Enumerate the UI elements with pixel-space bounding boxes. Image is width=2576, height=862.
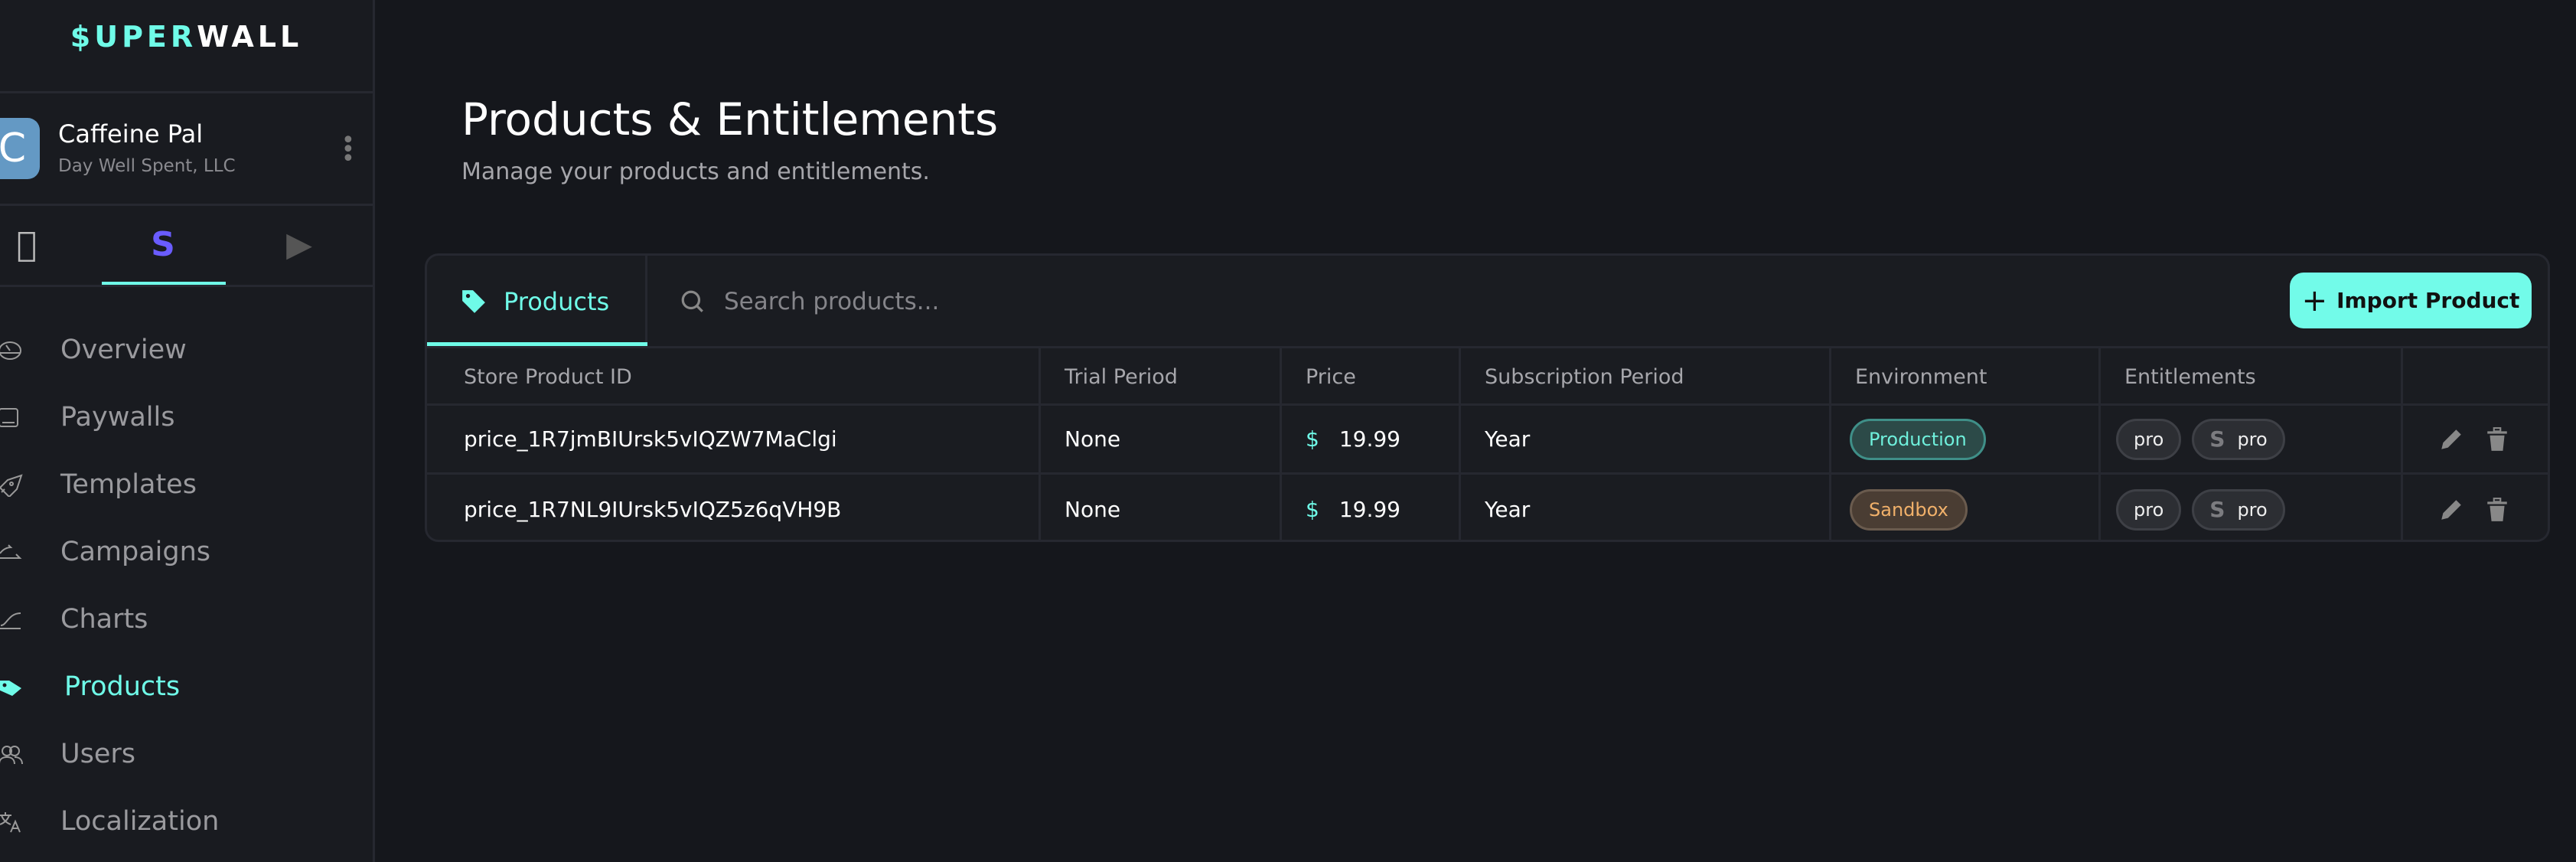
price: $19.99 xyxy=(1280,475,1400,540)
entitlement-label: pro xyxy=(2237,428,2268,450)
sidebar-item-products[interactable]: Products xyxy=(0,660,373,713)
nav-label: Localization xyxy=(60,806,220,837)
dollar-icon: $ xyxy=(1306,426,1319,452)
gauge-icon xyxy=(0,341,21,360)
page-title: Products & Entitlements xyxy=(461,93,999,145)
nav-label: Campaigns xyxy=(60,537,211,567)
price-value: 19.99 xyxy=(1339,497,1400,522)
sidebar-item-charts[interactable]: Charts xyxy=(0,593,373,646)
superwall-logo[interactable]: $UPERWALL xyxy=(0,20,373,54)
import-product-button[interactable]: + Import Product xyxy=(2290,273,2532,328)
table-header: Store Product ID Trial Period Price Subs… xyxy=(427,346,2548,406)
arrows-icon xyxy=(0,544,22,559)
page-subtitle: Manage your products and entitlements. xyxy=(461,158,930,185)
sidebar-item-paywalls[interactable]: Paywalls xyxy=(0,390,373,444)
rocket-icon xyxy=(0,474,23,497)
sidebar-item-overview[interactable]: Overview xyxy=(0,323,373,377)
stripe-icon: S xyxy=(2209,426,2225,452)
trash-icon[interactable] xyxy=(2484,497,2510,523)
entitlement-badge[interactable]: pro xyxy=(2116,418,2182,460)
platform-tab-stripe[interactable]: S xyxy=(132,222,194,268)
column-header[interactable]: Subscription Period xyxy=(1459,348,1684,406)
more-options-icon[interactable]: • • • xyxy=(341,127,355,172)
nav-label: Products xyxy=(64,671,181,702)
nav-label: Users xyxy=(60,739,136,769)
stripe-icon: S xyxy=(151,225,175,264)
import-label: Import Product xyxy=(2336,288,2520,313)
sidebar-item-localization[interactable]: Localization xyxy=(0,795,373,848)
trial-period: None xyxy=(1039,406,1120,472)
app-name: Caffeine Pal xyxy=(58,119,204,149)
chart-curve-icon xyxy=(0,612,21,629)
search-bar[interactable] xyxy=(680,279,1368,325)
active-platform-indicator xyxy=(102,282,226,285)
platform-tab-android[interactable]: ▶ xyxy=(269,222,330,268)
nav-label: Charts xyxy=(60,604,148,635)
environment: Sandbox xyxy=(1829,475,1968,540)
tablet-icon xyxy=(0,408,18,427)
translate-icon xyxy=(0,812,21,833)
column-header[interactable]: Entitlements xyxy=(2098,348,2256,406)
sidebar-item-campaigns[interactable]: Campaigns xyxy=(0,525,373,579)
apple-icon:  xyxy=(17,225,37,264)
stripe-icon: S xyxy=(2209,497,2225,522)
platform-tab-ios[interactable]:  xyxy=(0,222,57,268)
environment: Production xyxy=(1829,406,1986,472)
edit-icon[interactable] xyxy=(2438,426,2464,452)
edit-icon[interactable] xyxy=(2438,497,2464,523)
price: $19.99 xyxy=(1280,406,1400,472)
plus-icon: + xyxy=(2301,282,2328,318)
active-tab-indicator xyxy=(427,342,647,348)
actions-header xyxy=(2401,348,2427,406)
avatar: C xyxy=(0,118,40,179)
tab-label: Products xyxy=(504,287,610,316)
column-header[interactable]: Trial Period xyxy=(1039,348,1178,406)
tag-icon xyxy=(462,290,485,313)
product-id: price_1R7NL9IUrsk5vIQZ5z6qVH9B xyxy=(464,497,842,522)
column-header[interactable]: Price xyxy=(1280,348,1356,406)
sidebar: $UPERWALL C Caffeine Pal Day Well Spent,… xyxy=(0,0,375,862)
column-header[interactable]: Environment xyxy=(1829,348,1987,406)
divider xyxy=(0,204,373,206)
divider xyxy=(0,91,373,93)
divider xyxy=(0,285,373,287)
users-icon xyxy=(0,746,23,765)
logo-accent: $UPER xyxy=(70,20,197,54)
trash-icon[interactable] xyxy=(2484,426,2510,452)
column-header[interactable]: Store Product ID xyxy=(464,365,632,389)
status-badge: Production xyxy=(1850,418,1986,460)
subscription-period: Year xyxy=(1459,475,1530,540)
table-row[interactable]: price_1R7jmBIUrsk5vIQZW7MaClgi None $19.… xyxy=(427,403,2548,472)
tab-products[interactable]: Products xyxy=(427,256,647,348)
search-input[interactable] xyxy=(724,288,1336,315)
row-actions xyxy=(2401,475,2548,540)
search-icon xyxy=(681,290,703,312)
play-store-icon: ▶ xyxy=(286,225,312,264)
price-value: 19.99 xyxy=(1339,426,1400,452)
sidebar-item-templates[interactable]: Templates xyxy=(0,458,373,511)
entitlement-label: pro xyxy=(2237,498,2268,521)
company-name: Day Well Spent, LLC xyxy=(58,156,236,176)
nav-label: Templates xyxy=(60,469,197,500)
trial-period: None xyxy=(1039,475,1120,540)
products-card: Products + Import Product Store Product I… xyxy=(425,253,2550,542)
table-row[interactable]: price_1R7NL9IUrsk5vIQZ5z6qVH9B None $19.… xyxy=(427,472,2548,540)
nav-label: Overview xyxy=(60,335,187,365)
entitlement-badge[interactable]: pro xyxy=(2116,488,2182,531)
subscription-period: Year xyxy=(1459,406,1530,472)
product-id: price_1R7jmBIUrsk5vIQZW7MaClgi xyxy=(464,426,837,452)
dollar-icon: $ xyxy=(1306,497,1319,522)
nav-label: Paywalls xyxy=(60,402,175,433)
logo-text: WALL xyxy=(197,20,303,54)
status-badge: Sandbox xyxy=(1850,488,1968,531)
row-actions xyxy=(2401,406,2548,472)
sidebar-item-users[interactable]: Users xyxy=(0,727,373,781)
tag-icon xyxy=(0,681,21,696)
